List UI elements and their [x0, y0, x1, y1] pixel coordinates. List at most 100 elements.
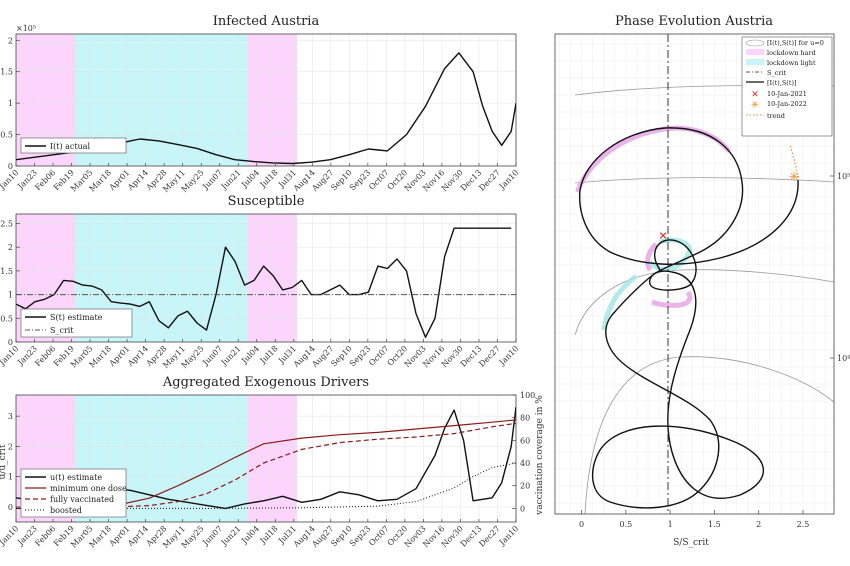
shade-hard-1 — [247, 34, 297, 166]
phase-xtick-label: 0.5 — [619, 520, 632, 529]
xtick-label: Jun07 — [200, 168, 224, 192]
ytick-right-label: 40 — [520, 459, 530, 468]
panel-phase-frame — [554, 33, 835, 515]
legend-u-estimate: u(t) estimate — [50, 473, 102, 482]
ref-curve-2 — [574, 177, 834, 184]
panel-infected-multiplier: ×10⁵ — [16, 24, 36, 33]
panel-drivers: Aggregated Exogenous Drivers 0 1 2 3 0 20 40 6… — [0, 375, 545, 550]
ytick-label: 1 — [8, 99, 13, 108]
phase-ytick-label: 10⁵ — [837, 172, 850, 181]
ref-curve-3 — [574, 269, 834, 336]
xtick-label: Jan10 — [497, 524, 521, 548]
phase-xtick-label: 1.5 — [708, 520, 721, 529]
legend-lock-hard: lockdown hard — [767, 49, 816, 57]
ytick-label: 2.5 — [0, 219, 13, 228]
phase-trajectory — [578, 127, 799, 509]
panel-phase-title: Phase Evolution Austria — [615, 14, 773, 29]
xtick-label: Jun07 — [200, 524, 224, 548]
shade-hard-2 — [668, 214, 768, 342]
panel-infected-title: Infected Austria — [213, 14, 320, 29]
ytick-label: 1 — [8, 473, 13, 482]
halo-light-low — [601, 274, 638, 331]
xtick-label: Jun21 — [219, 344, 243, 368]
panel-infected: Infected Austria 0 0.5 1 1.5 2 ×10⁵ Jan10 Jan… — [0, 14, 520, 194]
ytick-label: 1.5 — [0, 267, 13, 276]
phase-xtick-label: 2.5 — [797, 520, 810, 529]
xtick-label: Jul04 — [239, 168, 261, 190]
ref-curve-4 — [584, 356, 834, 514]
panel-drivers-frame — [15, 394, 517, 523]
ytick-label: 1 — [8, 291, 13, 300]
marker-start: ✕ — [658, 230, 667, 243]
ytick-label: 1.5 — [0, 68, 13, 77]
legend-s-crit: S_crit — [50, 326, 74, 335]
phase-xtick-label: 2 — [756, 520, 761, 529]
svg-text:✕: ✕ — [751, 90, 759, 100]
xtick-label: Jul18 — [258, 344, 280, 366]
shade-light-1 — [768, 214, 829, 342]
xtick-label: Jun07 — [200, 344, 224, 368]
xtick-label: Jun21 — [219, 168, 243, 192]
ytick-label: 2 — [8, 36, 13, 45]
xtick-label: Dec27 — [477, 524, 502, 549]
xtick-label: Jan10 — [0, 168, 20, 192]
ytick-right-label: 80 — [520, 414, 530, 423]
ytick-label: 0 — [8, 503, 13, 512]
xtick-label: Jul04 — [239, 524, 261, 546]
phase-trend — [789, 144, 799, 179]
series-s-t-estimate — [16, 227, 512, 338]
panel-susceptible-frame — [15, 213, 517, 343]
xtick-label: Jan10 — [0, 344, 20, 368]
svg-text:✳: ✳ — [751, 100, 759, 111]
xtick-label: Apr01 — [107, 344, 132, 369]
xtick-label: Sep23 — [348, 524, 372, 548]
xtick-label: Sep23 — [348, 344, 372, 368]
halo-hard-low — [651, 290, 693, 308]
xtick-label: Apr14 — [125, 524, 150, 549]
xtick-label: Apr01 — [107, 168, 132, 193]
panel-drivers-legend: u(t) estimate minimum one dose fully vac… — [20, 468, 127, 518]
xtick-label: Jul18 — [258, 524, 280, 546]
xtick-label: Apr14 — [125, 168, 150, 193]
phase-plot-area — [574, 34, 834, 514]
xtick-label: Jun21 — [219, 524, 243, 548]
xtick-label: Apr14 — [125, 344, 150, 369]
ytick-label: 0 — [8, 162, 13, 171]
ytick-right-label: 60 — [520, 436, 530, 445]
panel-drivers-right-ylabel: vaccination coverage in % — [535, 395, 545, 516]
legend-end: 10-Jan-2022 — [767, 100, 807, 108]
legend-boosted: boosted — [50, 506, 82, 515]
ytick-label: 2 — [8, 442, 13, 451]
legend-min-one-dose: minimum one dose — [50, 484, 127, 493]
panel-infected-legend: I(t) actual — [20, 137, 127, 154]
panel-drivers-title: Aggregated Exogenous Drivers — [162, 375, 369, 390]
xtick-label: Jul18 — [258, 168, 280, 190]
legend-u0: [I(t),S(t)] for u=0 — [767, 39, 824, 47]
legend-scrit: S_crit — [767, 69, 787, 77]
legend-lock-light: lockdown light — [767, 59, 816, 67]
xtick-label: Jan10 — [497, 344, 521, 368]
legend-trend: trend — [767, 112, 785, 120]
xtick-label: Dec27 — [477, 168, 502, 193]
phase-xtick-label: 1 — [668, 520, 673, 529]
panel-phase-xlabel: S/S_crit — [673, 538, 709, 548]
xtick-label: Apr01 — [107, 524, 132, 549]
panel-infected-frame — [15, 33, 517, 167]
panel-phase-legend: [I(t),S(t)] for u=0 lockdown hard lockdo… — [741, 36, 833, 137]
legend-i-actual: I(t) actual — [50, 142, 91, 151]
ytick-right-label: 100 — [520, 391, 535, 400]
shade-hard-1 — [247, 395, 297, 522]
ytick-label: 0.5 — [0, 314, 13, 323]
xtick-label: Jul04 — [239, 344, 261, 366]
legend-trajectory: [I(t),S(t)] — [767, 79, 797, 87]
xtick-label: Jan10 — [0, 524, 20, 548]
legend-s-estimate: S(t) estimate — [50, 313, 103, 322]
xtick-label: Sep23 — [348, 168, 372, 192]
ytick-label: 0.5 — [0, 131, 13, 140]
ytick-right-label: 20 — [520, 482, 530, 491]
xtick-label: Dec27 — [477, 344, 502, 369]
ytick-right-label: 0 — [520, 504, 525, 513]
phase-ytick-label: 10⁴ — [837, 354, 850, 363]
phase-xtick-label: 0 — [579, 520, 584, 529]
panel-drivers-left-ylabel: u/u_crit — [0, 444, 8, 479]
